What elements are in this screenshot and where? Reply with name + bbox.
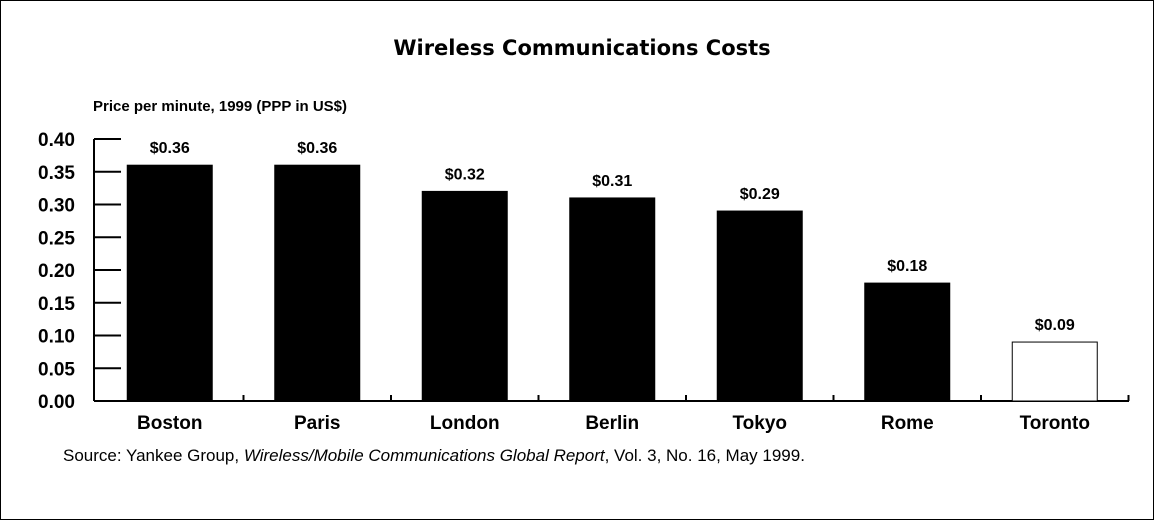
data-label-toronto: $0.09 bbox=[1035, 317, 1075, 334]
data-label-boston: $0.36 bbox=[150, 140, 190, 157]
category-label-rome: Rome bbox=[881, 413, 934, 434]
bar-london bbox=[421, 190, 508, 402]
source-publication: Wireless/Mobile Communications Global Re… bbox=[243, 446, 605, 465]
category-label-boston: Boston bbox=[137, 413, 202, 434]
bar-toronto bbox=[1011, 341, 1098, 402]
chart-title: Wireless Communications Costs bbox=[393, 36, 770, 60]
bar-boston bbox=[126, 164, 213, 402]
data-label-rome: $0.18 bbox=[887, 258, 927, 275]
source-note: Source: Yankee Group, Wireless/Mobile Co… bbox=[63, 446, 805, 466]
category-label-london: London bbox=[430, 413, 500, 434]
y-tick-label: 0.05 bbox=[38, 359, 75, 380]
source-prefix: Source: Yankee Group, bbox=[63, 446, 244, 465]
data-label-berlin: $0.31 bbox=[592, 173, 632, 190]
data-label-tokyo: $0.29 bbox=[740, 186, 780, 203]
data-label-london: $0.32 bbox=[445, 166, 485, 183]
y-tick-label: 0.15 bbox=[38, 294, 75, 315]
category-label-paris: Paris bbox=[294, 413, 340, 434]
category-label-toronto: Toronto bbox=[1020, 413, 1090, 434]
y-axis-label: Price per minute, 1999 (PPP in US$) bbox=[93, 98, 347, 115]
y-tick-label: 0.20 bbox=[38, 261, 75, 282]
y-tick-label: 0.40 bbox=[38, 130, 75, 151]
bar-berlin bbox=[569, 197, 656, 402]
bar-paris bbox=[274, 164, 361, 402]
source-suffix: , Vol. 3, No. 16, May 1999. bbox=[604, 446, 805, 465]
axes: 0.00 0.05 0.10 0.15 0.20 0.25 0.30 0.35 0.40 bbox=[38, 130, 1130, 413]
category-label-berlin: Berlin bbox=[585, 413, 639, 434]
category-label-tokyo: Tokyo bbox=[732, 413, 787, 434]
y-tick-label: 0.25 bbox=[38, 228, 75, 249]
bar-rome bbox=[864, 282, 951, 402]
labels: $0.36 Boston $0.36 Paris $0.32 London $0.31 Ber… bbox=[137, 140, 1090, 434]
bar-tokyo bbox=[716, 210, 803, 402]
y-tick-label: 0.30 bbox=[38, 196, 75, 217]
y-tick-label: 0.10 bbox=[38, 327, 75, 348]
y-tick-label: 0.35 bbox=[38, 163, 75, 184]
y-tick-label: 0.00 bbox=[38, 392, 75, 413]
data-label-paris: $0.36 bbox=[297, 140, 337, 157]
bars bbox=[126, 164, 1098, 402]
